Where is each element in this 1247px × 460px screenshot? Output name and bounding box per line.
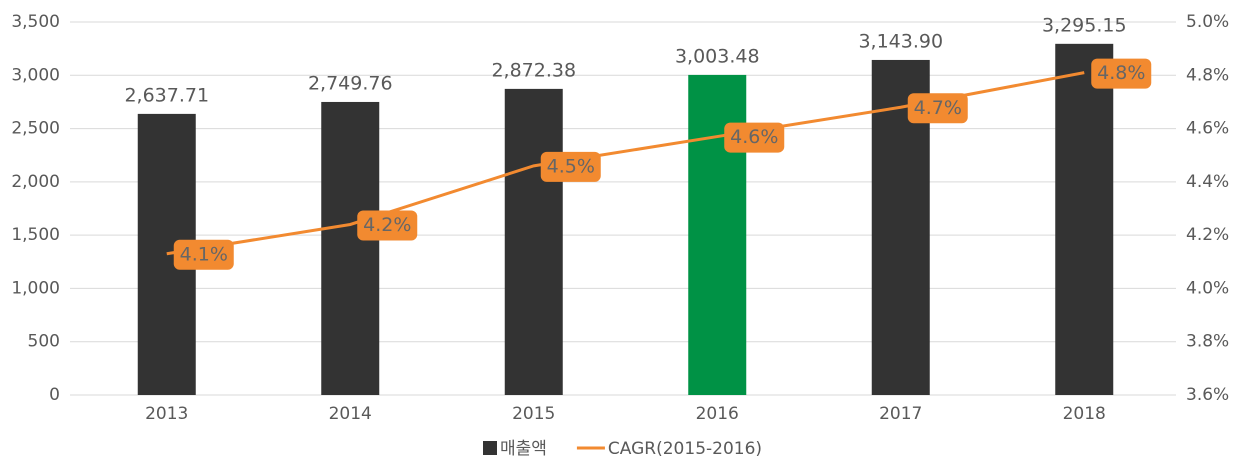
y2-tick-label: 5.0% — [1186, 12, 1229, 32]
y-tick-label: 500 — [28, 332, 60, 352]
line-value-label: 4.1% — [180, 243, 228, 265]
x-tick-label: 2017 — [879, 404, 922, 424]
bar-value-label: 3,295.15 — [1042, 14, 1127, 36]
y-tick-label: 3,500 — [11, 12, 60, 32]
y2-tick-label: 4.2% — [1186, 225, 1229, 245]
y2-tick-label: 3.6% — [1186, 385, 1229, 405]
line-value-label: 4.7% — [914, 97, 962, 119]
y-tick-label: 1,500 — [11, 225, 60, 245]
x-tick-label: 2014 — [329, 404, 372, 424]
x-tick-label: 2016 — [696, 404, 739, 424]
line-label-box — [907, 93, 968, 124]
y-tick-label: 0 — [49, 385, 60, 405]
y-tick-label: 3,000 — [11, 65, 60, 85]
line-label-box — [173, 239, 234, 270]
y-tick-label: 1,000 — [11, 278, 60, 298]
bar — [321, 101, 380, 395]
legend-swatch — [483, 441, 497, 455]
bar-value-label: 2,872.38 — [491, 59, 576, 81]
line-label-box — [540, 151, 601, 182]
line-value-label: 4.2% — [363, 214, 411, 236]
line-label-box — [357, 210, 418, 241]
bar-value-label: 2,749.76 — [308, 72, 393, 94]
line-value-label: 4.8% — [1097, 62, 1145, 84]
legend-label: 매출액 — [500, 439, 547, 459]
y-tick-label: 2,000 — [11, 172, 60, 192]
y2-tick-label: 4.8% — [1186, 65, 1229, 85]
bar-value-label: 3,143.90 — [858, 30, 943, 52]
y2-tick-label: 3.8% — [1186, 332, 1229, 352]
line-label-box — [724, 122, 785, 153]
x-tick-label: 2013 — [145, 404, 188, 424]
bar-value-label: 2,637.71 — [124, 84, 209, 106]
y2-tick-label: 4.6% — [1186, 119, 1229, 139]
bar — [504, 88, 563, 396]
line-value-label: 4.6% — [730, 126, 778, 148]
x-tick-label: 2015 — [512, 404, 555, 424]
legend-label: CAGR(2015-2016) — [608, 439, 762, 459]
y2-tick-label: 4.0% — [1186, 278, 1229, 298]
line-label-box — [1091, 58, 1152, 89]
bar-value-label: 3,003.48 — [675, 45, 760, 67]
x-tick-label: 2018 — [1063, 404, 1106, 424]
y-tick-label: 2,500 — [11, 119, 60, 139]
y2-tick-label: 4.4% — [1186, 172, 1229, 192]
line-value-label: 4.5% — [547, 155, 595, 177]
bar — [1055, 43, 1114, 396]
